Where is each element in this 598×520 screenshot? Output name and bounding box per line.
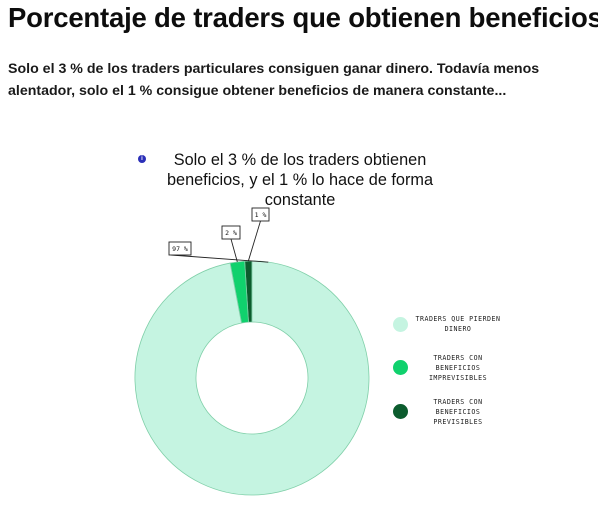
chart-title: Solo el 3 % de los traders obtienen bene…	[166, 151, 434, 209]
leader-line-losing	[170, 254, 269, 263]
data-label-box-losing	[168, 241, 192, 256]
legend-swatch-unpredictable	[393, 360, 408, 375]
leader-line-predictable	[247, 220, 261, 262]
legend-label-unpredictable: TRADERS CON BENEFICIOS IMPREVISIBLES	[428, 354, 488, 382]
leader-line-unpredictable	[230, 238, 238, 263]
page-intro: Solo el 3 % de los traders particulares …	[8, 61, 540, 99]
legend-label-losing: TRADERS QUE PIERDEN DINERO	[415, 315, 501, 333]
data-label-box-unpredictable	[221, 225, 241, 240]
info-icon[interactable]: i	[138, 155, 146, 163]
slice-unpredictable	[229, 260, 249, 324]
data-label-predictable: 1 %	[255, 211, 267, 219]
data-label-losing: 97 %	[172, 245, 188, 253]
legend-label-predictable: TRADERS CON BENEFICIOS PREVISIBLES	[433, 398, 483, 426]
data-label-unpredictable: 2 %	[225, 229, 237, 237]
slice-losing	[134, 260, 370, 496]
legend-swatch-losing	[393, 317, 408, 332]
legend-swatch-predictable	[393, 404, 408, 419]
page-title: Porcentaje de traders que obtienen benef…	[8, 2, 598, 33]
data-label-box-predictable	[251, 207, 270, 222]
